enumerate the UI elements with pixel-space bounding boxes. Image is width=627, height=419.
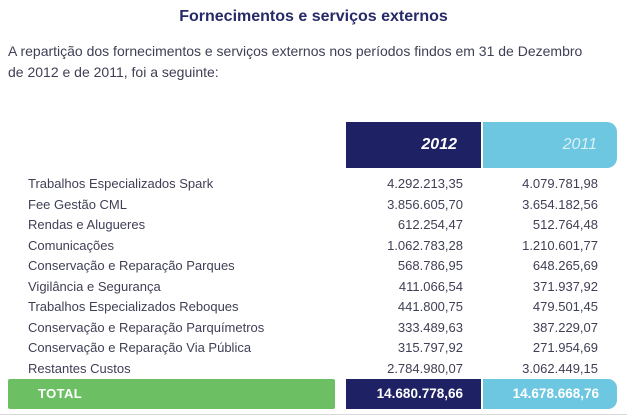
table-row: Restantes Custos 2.784.980,07 3.062.449,… [0, 359, 627, 380]
column-header-2012: 2012 [346, 122, 481, 168]
row-value-2012: 2.784.980,07 [387, 360, 463, 376]
row-value-2012: 315.797,92 [397, 340, 463, 355]
row-value-2011: 512.764,48 [532, 217, 598, 232]
table-row: Trabalhos Especializados Reboques 441.80… [0, 297, 627, 318]
row-value-2012: 3.856.605,70 [387, 196, 463, 212]
row-value-2011: 4.079.781,98 [522, 176, 598, 191]
table-row: Comunicações 1.062.783,28 1.210.601,77 [0, 236, 627, 257]
row-label: Rendas e Alugueres [28, 217, 146, 232]
row-label: Restantes Custos [28, 360, 131, 376]
row-value-2012: 568.786,95 [397, 258, 463, 273]
row-value-2012: 1.062.783,28 [387, 237, 463, 253]
table-row: Vigilância e Segurança 411.066,54 371.93… [0, 277, 627, 298]
table-row: Rendas e Alugueres 612.254,47 512.764,48 [0, 215, 627, 236]
intro-line-1: A repartição dos fornecimentos e serviço… [8, 43, 583, 59]
row-value-2012: 441.800,75 [397, 299, 463, 314]
row-value-2012: 333.489,63 [397, 319, 463, 335]
intro-line-2: de 2012 e de 2011, foi a seguinte: [8, 64, 219, 80]
table-row: Conservação e Reparação Via Pública 315.… [0, 338, 627, 359]
row-label: Conservação e Reparação Parques [28, 258, 235, 273]
intro-text: A repartição dos fornecimentos e serviço… [8, 41, 620, 83]
row-value-2011: 271.954,69 [532, 340, 598, 355]
row-label: Vigilância e Segurança [28, 278, 161, 294]
total-value-2011: 14.678.668,76 [483, 379, 617, 409]
row-value-2011: 479.501,45 [532, 299, 598, 314]
page-title: Fornecimentos e serviços externos [179, 8, 448, 25]
column-header-2011: 2011 [483, 122, 617, 168]
table-row: Conservação e Reparação Parquímetros 333… [0, 318, 627, 339]
table-row: Trabalhos Especializados Spark 4.292.213… [0, 174, 627, 195]
row-value-2011: 648.265,69 [532, 258, 598, 273]
row-value-2011: 387.229,07 [532, 319, 598, 335]
row-value-2012: 4.292.213,35 [387, 176, 463, 191]
row-label: Trabalhos Especializados Spark [28, 176, 214, 191]
row-value-2012: 411.066,54 [398, 278, 463, 294]
table-row: Conservação e Reparação Parques 568.786,… [0, 256, 627, 277]
row-label: Conservação e Reparação Parquímetros [28, 319, 265, 335]
expense-table: Trabalhos Especializados Spark 4.292.213… [0, 174, 627, 379]
total-label: TOTAL [8, 379, 335, 409]
row-label: Comunicações [28, 237, 114, 253]
total-value-2012: 14.680.778,66 [346, 379, 481, 409]
row-value-2011: 3.062.449,15 [522, 360, 598, 376]
row-label: Fee Gestão CML [28, 196, 127, 212]
bottom-divider [0, 414, 627, 415]
row-value-2012: 612.254,47 [397, 217, 463, 232]
row-value-2011: 371.937,92 [532, 278, 598, 294]
row-value-2011: 3.654.182,56 [522, 196, 598, 212]
row-value-2011: 1.210.601,77 [522, 237, 598, 253]
row-label: Trabalhos Especializados Reboques [28, 299, 239, 314]
row-label: Conservação e Reparação Via Pública [28, 340, 252, 355]
table-row: Fee Gestão CML 3.856.605,70 3.654.182,56 [0, 195, 627, 216]
